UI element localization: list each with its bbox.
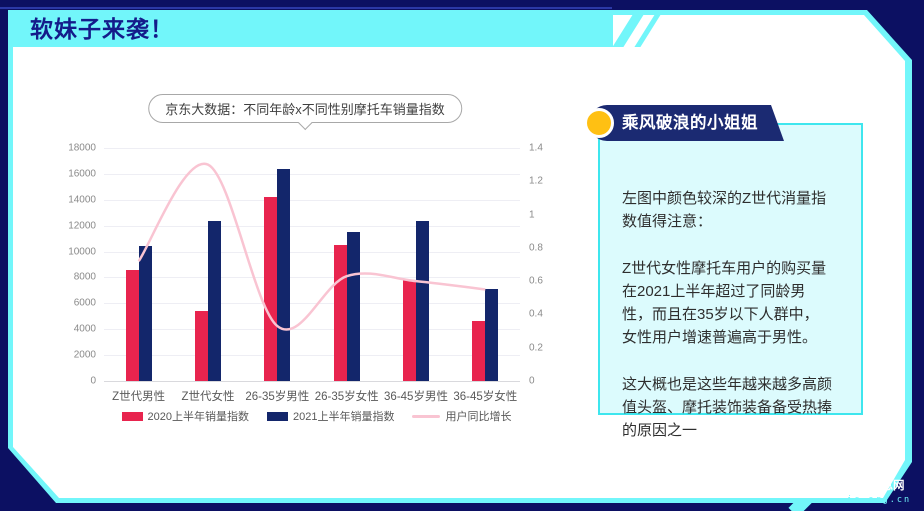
plot-area (104, 148, 520, 382)
gridline (104, 148, 520, 149)
yellow-dot-icon (584, 108, 614, 138)
legend-item: 2021上半年销量指数 (267, 408, 394, 424)
x-category-label: 36-45岁女性 (453, 391, 518, 403)
y-tick-left: 2000 (73, 349, 96, 361)
info-paragraph: 左图中颜色较深的Z世代消量指数值得注意： (622, 190, 827, 231)
bar-series-1 (208, 220, 221, 381)
legend-label: 2021上半年销量指数 (293, 411, 395, 423)
y-tick-right: 1.4 (529, 142, 543, 154)
y-tick-right: 0.2 (529, 342, 543, 354)
page-title: 软妹子来袭！ (30, 16, 174, 42)
y-tick-right: 0.8 (529, 242, 543, 254)
bar-series-0 (125, 269, 139, 381)
title-band (8, 10, 613, 47)
x-category-label: 26-35岁男性 (245, 391, 310, 403)
gridline (104, 381, 520, 382)
legend-item: 用户同比增长 (412, 408, 511, 424)
x-category-label: Z世代男性 (112, 391, 166, 403)
gridline (104, 225, 520, 227)
x-category-label: 26-35岁女性 (314, 391, 379, 403)
bar-series-0 (472, 321, 486, 381)
bar-series-0 (195, 311, 208, 381)
legend-label: 2020上半年销量指数 (147, 411, 249, 423)
y-tick-right: 0.6 (529, 275, 543, 287)
chart-title: 京东大数据：不同年龄x不同性别摩托车销量指数 (165, 102, 445, 117)
growth-line-chart (137, 162, 486, 331)
y-tick-left: 8000 (73, 271, 96, 283)
growth-line (137, 162, 486, 331)
bar-series-1 (346, 232, 360, 381)
gridline (104, 277, 520, 279)
y-tick-left: 16000 (68, 168, 96, 180)
x-category-label: 36-45岁男性 (384, 391, 448, 403)
bar-series-1 (416, 220, 429, 381)
y-tick-right: 0.4 (529, 308, 543, 320)
bar-series-1 (138, 246, 152, 381)
bar-series-0 (333, 245, 347, 381)
info-card-banner (589, 105, 771, 141)
y-tick-left: 14000 (68, 194, 96, 206)
y-tick-left: 18000 (68, 142, 96, 154)
info-text: 左图中颜色较深的Z世代消量指数值得注意： Z世代女性摩托车用户的购买量在2021… (622, 187, 832, 442)
chart: 京东大数据：不同年龄x不同性别摩托车销量指数 2020上半年销量指数 2021上半… (64, 88, 569, 433)
legend-item: 2020上半年销量指数 (121, 408, 249, 424)
bar-series-0 (264, 197, 278, 381)
watermark-url: ic.org.cn (847, 494, 912, 505)
y-tick-left: 6000 (73, 297, 96, 309)
info-paragraph: Z世代女性摩托车用户的购买量在2021上半年超过了同龄男性，而且在35岁以下人群… (622, 259, 827, 347)
y-tick-right: 0 (529, 375, 535, 387)
info-box: 左图中颜色较深的Z世代消量指数值得注意： Z世代女性摩托车用户的购买量在2021… (598, 123, 863, 439)
chart-title-bubble: 京东大数据：不同年龄x不同性别摩托车销量指数 (148, 94, 462, 131)
top-accent-line (0, 7, 612, 9)
watermark-text: 经济信息网 (847, 480, 905, 492)
y-tick-left: 0 (90, 375, 96, 387)
gridline (104, 251, 520, 253)
info-paragraph: 这大概也是这些年越来越多高颜值头盔、摩托装饰装备备受热捧的原因之一 (622, 375, 833, 440)
gridline (104, 173, 520, 175)
y-tick-right: 1 (529, 209, 535, 221)
bar-series-0 (403, 280, 416, 381)
gridline (104, 303, 520, 305)
legend-label: 用户同比增长 (445, 411, 512, 423)
gridline (104, 329, 520, 331)
gridline (104, 355, 520, 357)
chart-legend: 2020上半年销量指数 2021上半年销量指数 用户同比增长 (64, 408, 569, 424)
bar-series-1 (485, 289, 499, 381)
gridline (104, 199, 520, 201)
legend-swatch (267, 411, 288, 421)
y-tick-left: 10000 (68, 246, 96, 258)
y-tick-right: 1.2 (529, 175, 543, 187)
info-card-header: 乘风破浪的小姐姐 (622, 114, 758, 132)
watermark: 经济信息网 ic.org.cn (847, 480, 912, 505)
y-tick-left: 4000 (73, 323, 96, 335)
x-category-label: Z世代女性 (181, 391, 235, 403)
bubble-notch (297, 115, 313, 131)
legend-swatch (121, 411, 143, 421)
legend-swatch (412, 414, 441, 418)
y-tick-left: 12000 (68, 220, 96, 232)
